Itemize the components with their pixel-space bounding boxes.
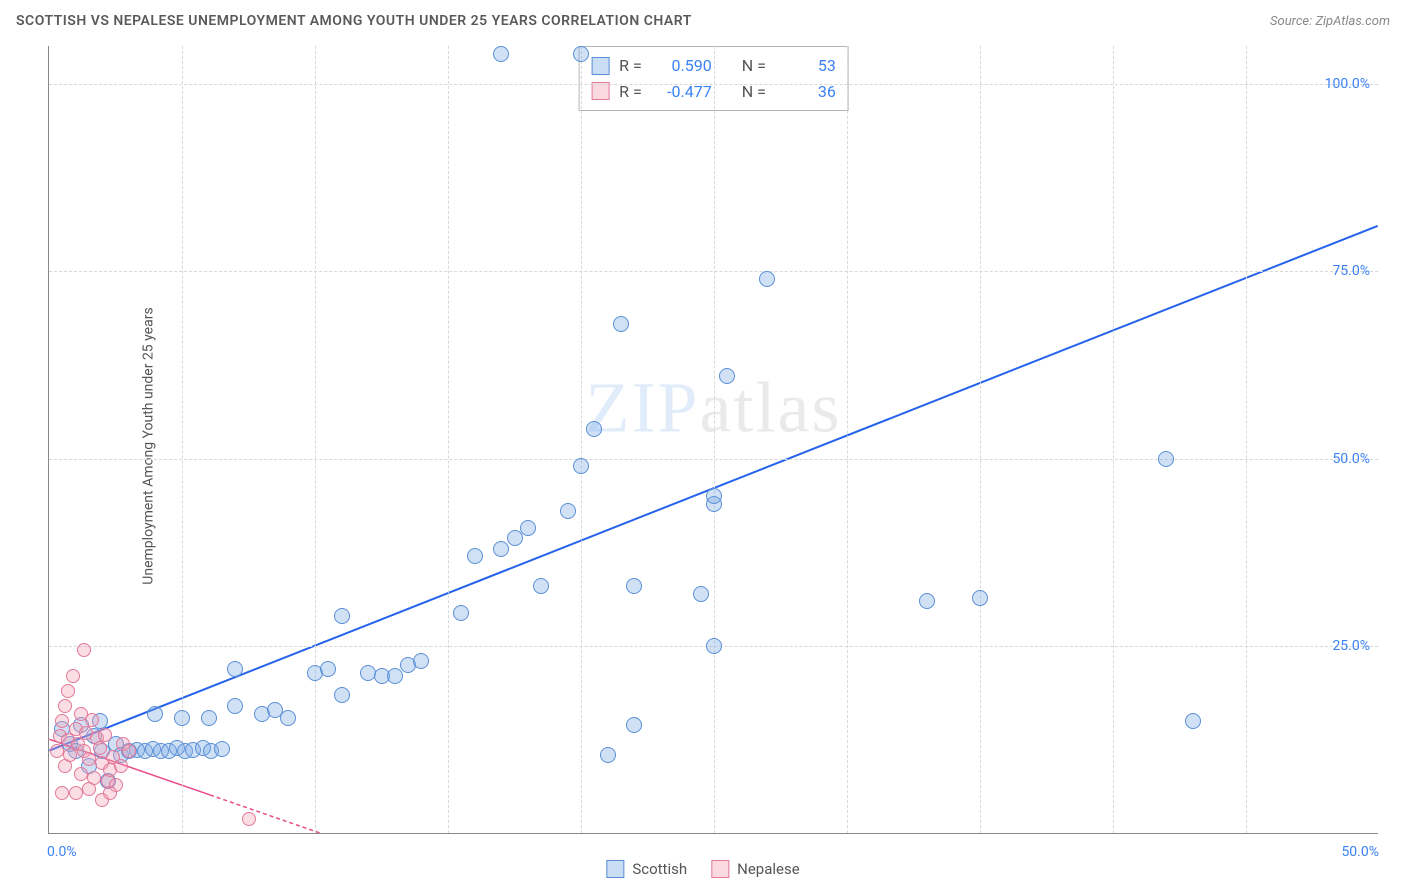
y-tick-label: 75.0% — [1332, 263, 1370, 279]
scatter-point — [227, 661, 243, 677]
scatter-point — [533, 578, 549, 594]
grid-line-vertical — [714, 46, 715, 833]
scatter-point — [560, 503, 576, 519]
scatter-point — [103, 786, 117, 800]
y-tick-label: 50.0% — [1332, 451, 1370, 467]
scatter-point — [85, 713, 99, 727]
legend-item: Nepalese — [711, 860, 800, 878]
scatter-point — [1158, 451, 1174, 467]
legend-swatch — [606, 860, 624, 878]
chart-title: SCOTTISH VS NEPALESE UNEMPLOYMENT AMONG … — [16, 13, 692, 29]
scatter-point — [573, 46, 589, 62]
n-value: 53 — [776, 53, 836, 79]
legend-label: Scottish — [632, 860, 687, 878]
scatter-chart: ZIPatlas R =0.590N =53R =-0.477N =36 25.… — [48, 46, 1378, 834]
r-label: R = — [619, 53, 642, 79]
n-label: N = — [742, 79, 766, 105]
scatter-point — [201, 710, 217, 726]
scatter-point — [114, 759, 128, 773]
x-tick-label: 50.0% — [1341, 844, 1379, 860]
grid-line-vertical — [980, 46, 981, 833]
grid-line-vertical — [847, 46, 848, 833]
scatter-point — [61, 684, 75, 698]
n-label: N = — [742, 53, 766, 79]
legend-swatch — [711, 860, 729, 878]
scatter-point — [719, 368, 735, 384]
chart-legend: Scottish Nepalese — [606, 860, 799, 878]
scatter-point — [74, 767, 88, 781]
y-tick-label: 25.0% — [1332, 638, 1370, 654]
scatter-point — [227, 698, 243, 714]
scatter-point — [493, 541, 509, 557]
scatter-point — [320, 661, 336, 677]
scatter-point — [573, 458, 589, 474]
r-label: R = — [619, 79, 642, 105]
scatter-point — [93, 741, 107, 755]
grid-line-vertical — [581, 46, 582, 833]
scatter-point — [413, 653, 429, 669]
scatter-point — [147, 706, 163, 722]
x-tick-label: 0.0% — [47, 844, 77, 860]
grid-line-vertical — [1246, 46, 1247, 833]
grid-line-vertical — [1113, 46, 1114, 833]
scatter-point — [242, 812, 256, 826]
scatter-point — [453, 605, 469, 621]
scatter-point — [280, 710, 296, 726]
scatter-point — [214, 741, 230, 757]
scatter-point — [55, 786, 69, 800]
scatter-point — [334, 608, 350, 624]
grid-line-vertical — [315, 46, 316, 833]
legend-item: Scottish — [606, 860, 687, 878]
scatter-point — [50, 744, 64, 758]
r-value: -0.477 — [652, 79, 712, 105]
scatter-point — [77, 643, 91, 657]
y-tick-label: 100.0% — [1325, 76, 1370, 92]
scatter-point — [82, 752, 96, 766]
scatter-point — [600, 747, 616, 763]
scatter-point — [613, 316, 629, 332]
legend-label: Nepalese — [737, 860, 800, 878]
grid-line-vertical — [448, 46, 449, 833]
scatter-point — [66, 669, 80, 683]
scatter-point — [467, 548, 483, 564]
scatter-point — [706, 488, 722, 504]
scatter-point — [1185, 713, 1201, 729]
series-swatch — [591, 57, 609, 75]
scatter-point — [626, 578, 642, 594]
scatter-point — [174, 710, 190, 726]
source-attribution: Source: ZipAtlas.com — [1270, 14, 1390, 29]
scatter-point — [693, 586, 709, 602]
scatter-point — [520, 520, 536, 536]
scatter-point — [387, 668, 403, 684]
series-swatch — [591, 82, 609, 100]
scatter-point — [55, 714, 69, 728]
scatter-point — [122, 744, 136, 758]
scatter-point — [58, 699, 72, 713]
scatter-point — [334, 687, 350, 703]
scatter-point — [69, 786, 83, 800]
n-value: 36 — [776, 79, 836, 105]
scatter-point — [626, 717, 642, 733]
scatter-point — [972, 590, 988, 606]
scatter-point — [759, 271, 775, 287]
scatter-point — [586, 421, 602, 437]
scatter-point — [919, 593, 935, 609]
scatter-point — [706, 638, 722, 654]
r-value: 0.590 — [652, 53, 712, 79]
scatter-point — [98, 728, 112, 742]
scatter-point — [493, 46, 509, 62]
scatter-point — [82, 782, 96, 796]
